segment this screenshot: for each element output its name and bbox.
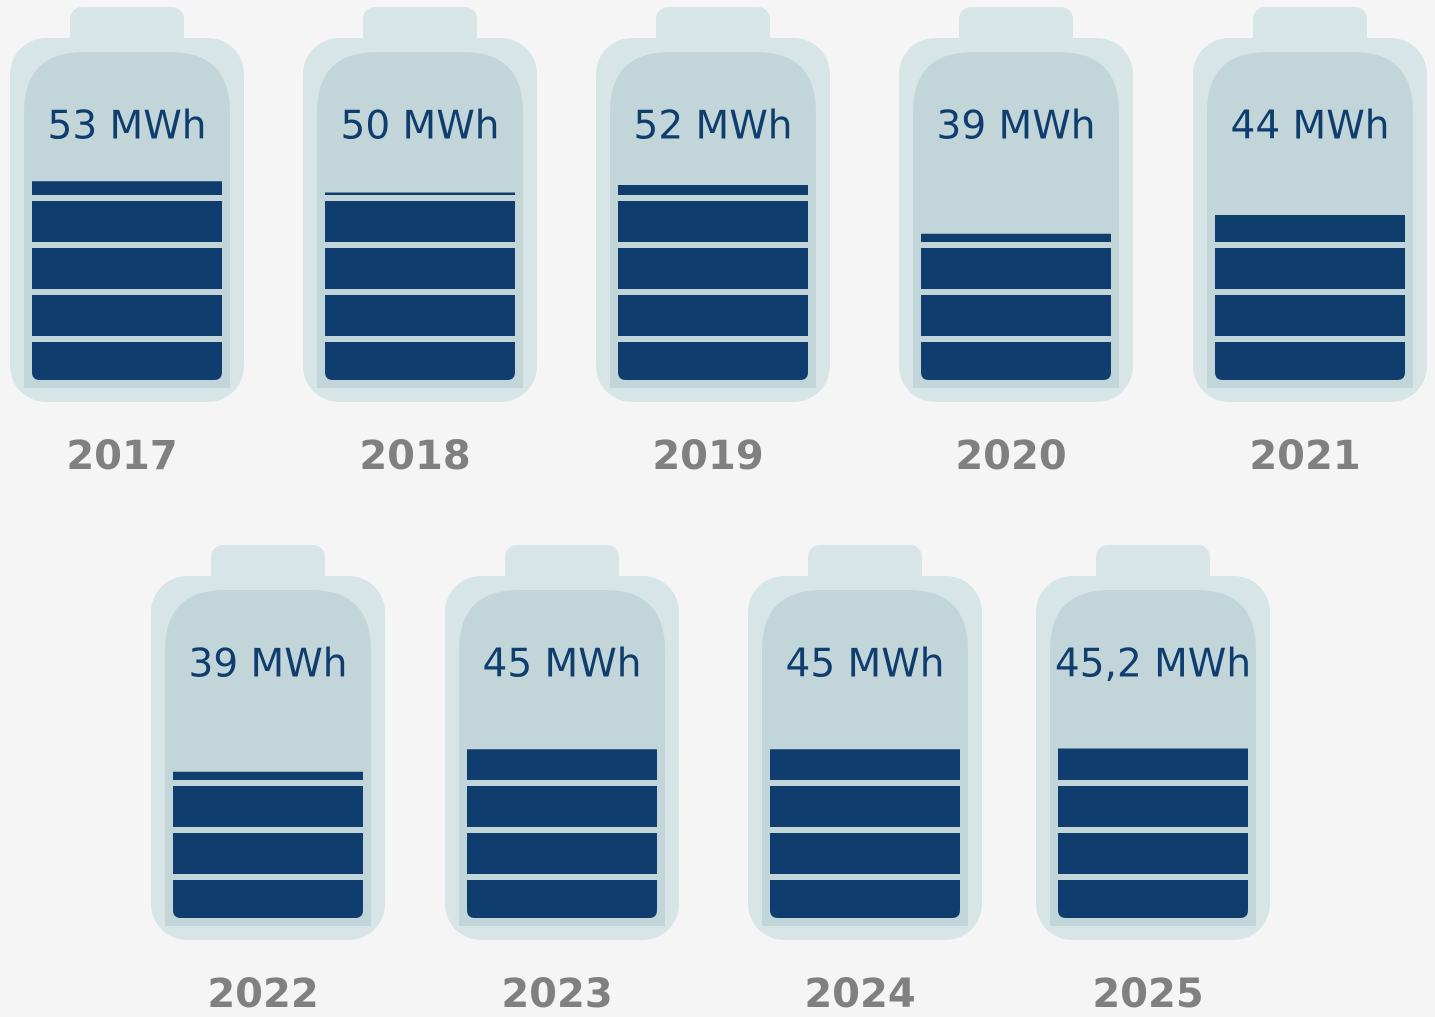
cell-separator	[618, 289, 808, 295]
cell-separator	[325, 289, 515, 295]
cell-separator	[1058, 874, 1248, 880]
cell-separator	[1215, 336, 1405, 342]
battery: 39 MWh 2020	[899, 7, 1133, 479]
battery-fill	[1215, 215, 1405, 380]
cell-separator	[770, 874, 960, 880]
cell-separator	[32, 336, 222, 342]
battery-fill	[32, 181, 222, 380]
cell-separator	[618, 242, 808, 248]
value-label: 39 MWh	[189, 642, 348, 687]
battery: 45,2 MWh 2025	[1036, 545, 1270, 1017]
cell-separator	[1058, 827, 1248, 833]
year-label: 2022	[207, 971, 318, 1017]
year-label: 2017	[66, 433, 177, 479]
battery: 53 MWh 2017	[10, 7, 244, 479]
cell-separator	[467, 780, 657, 786]
battery: 50 MWh 2018	[303, 7, 537, 479]
battery: 45 MWh 2023	[445, 545, 679, 1017]
year-label: 2025	[1092, 971, 1203, 1017]
cell-separator	[618, 195, 808, 201]
cell-separator	[32, 195, 222, 201]
cell-separator	[173, 780, 363, 786]
cell-separator	[770, 827, 960, 833]
value-label: 45,2 MWh	[1055, 642, 1251, 687]
year-label: 2023	[501, 971, 612, 1017]
battery: 39 MWh 2022	[151, 545, 385, 1017]
value-label: 50 MWh	[341, 104, 500, 149]
cell-separator	[32, 242, 222, 248]
value-label: 44 MWh	[1231, 104, 1390, 149]
value-label: 45 MWh	[483, 642, 642, 687]
cell-separator	[1215, 289, 1405, 295]
value-label: 52 MWh	[634, 104, 793, 149]
year-label: 2024	[804, 971, 915, 1017]
value-label: 53 MWh	[48, 104, 207, 149]
battery: 52 MWh 2019	[596, 7, 830, 479]
battery-fill	[921, 233, 1111, 380]
cell-separator	[921, 336, 1111, 342]
battery-fill	[467, 749, 657, 918]
cell-separator	[1215, 242, 1405, 248]
cell-separator	[467, 827, 657, 833]
cell-separator	[921, 242, 1111, 248]
year-label: 2018	[359, 433, 470, 479]
cell-separator	[1058, 780, 1248, 786]
battery-fill	[618, 185, 808, 380]
cell-separator	[32, 289, 222, 295]
battery-fill	[325, 192, 515, 380]
cell-separator	[467, 874, 657, 880]
battery-fill	[173, 771, 363, 918]
cell-separator	[618, 336, 808, 342]
battery-fill	[770, 749, 960, 918]
year-label: 2021	[1249, 433, 1360, 479]
battery: 44 MWh 2021	[1193, 7, 1427, 479]
cell-separator	[325, 195, 515, 201]
year-label: 2019	[652, 433, 763, 479]
cell-separator	[921, 289, 1111, 295]
cell-separator	[770, 780, 960, 786]
battery: 45 MWh 2024	[748, 545, 982, 1017]
battery-fill	[1058, 748, 1248, 918]
cell-separator	[325, 242, 515, 248]
value-label: 39 MWh	[937, 104, 1096, 149]
year-label: 2020	[955, 433, 1066, 479]
cell-separator	[173, 827, 363, 833]
cell-separator	[173, 874, 363, 880]
value-label: 45 MWh	[786, 642, 945, 687]
cell-separator	[325, 336, 515, 342]
